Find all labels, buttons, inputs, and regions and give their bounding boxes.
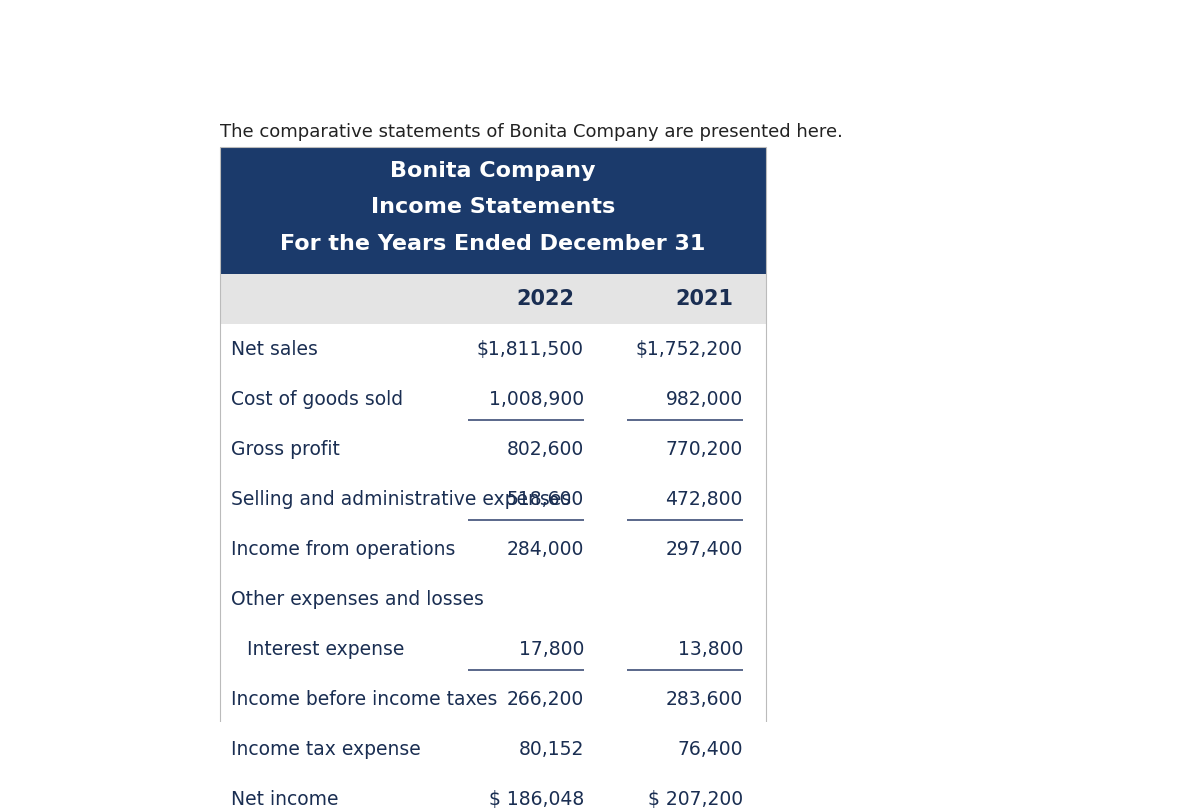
Text: 80,152: 80,152 bbox=[518, 740, 584, 759]
Text: 297,400: 297,400 bbox=[666, 540, 743, 560]
Text: Gross profit: Gross profit bbox=[232, 440, 341, 459]
FancyBboxPatch shape bbox=[220, 274, 766, 324]
Text: 518,600: 518,600 bbox=[506, 490, 584, 509]
Text: Income tax expense: Income tax expense bbox=[232, 740, 421, 759]
Text: Cost of goods sold: Cost of goods sold bbox=[232, 390, 403, 409]
Text: Net income: Net income bbox=[232, 791, 338, 809]
Text: 2021: 2021 bbox=[676, 290, 733, 310]
Text: 284,000: 284,000 bbox=[506, 540, 584, 560]
Text: $ 186,048: $ 186,048 bbox=[488, 791, 584, 809]
Text: 472,800: 472,800 bbox=[666, 490, 743, 509]
Text: 982,000: 982,000 bbox=[666, 390, 743, 409]
Text: $1,752,200: $1,752,200 bbox=[636, 340, 743, 359]
Text: 17,800: 17,800 bbox=[518, 641, 584, 659]
Text: Net sales: Net sales bbox=[232, 340, 318, 359]
Text: Bonita Company: Bonita Company bbox=[390, 161, 595, 181]
Text: Income before income taxes: Income before income taxes bbox=[232, 690, 498, 710]
Text: Income from operations: Income from operations bbox=[232, 540, 456, 560]
Text: Other expenses and losses: Other expenses and losses bbox=[232, 590, 485, 609]
Text: 2022: 2022 bbox=[516, 290, 575, 310]
Text: Income Statements: Income Statements bbox=[371, 197, 616, 217]
Text: Interest expense: Interest expense bbox=[247, 641, 404, 659]
Text: $ 207,200: $ 207,200 bbox=[648, 791, 743, 809]
FancyBboxPatch shape bbox=[220, 148, 766, 274]
Text: 13,800: 13,800 bbox=[678, 641, 743, 659]
Text: 770,200: 770,200 bbox=[666, 440, 743, 459]
Text: $1,811,500: $1,811,500 bbox=[478, 340, 584, 359]
Text: 802,600: 802,600 bbox=[506, 440, 584, 459]
Text: Selling and administrative expenses: Selling and administrative expenses bbox=[232, 490, 571, 509]
Text: 283,600: 283,600 bbox=[666, 690, 743, 710]
Text: 266,200: 266,200 bbox=[506, 690, 584, 710]
Text: The comparative statements of Bonita Company are presented here.: The comparative statements of Bonita Com… bbox=[220, 123, 842, 141]
Text: 1,008,900: 1,008,900 bbox=[488, 390, 584, 409]
Text: 76,400: 76,400 bbox=[677, 740, 743, 759]
Text: For the Years Ended December 31: For the Years Ended December 31 bbox=[281, 234, 706, 254]
